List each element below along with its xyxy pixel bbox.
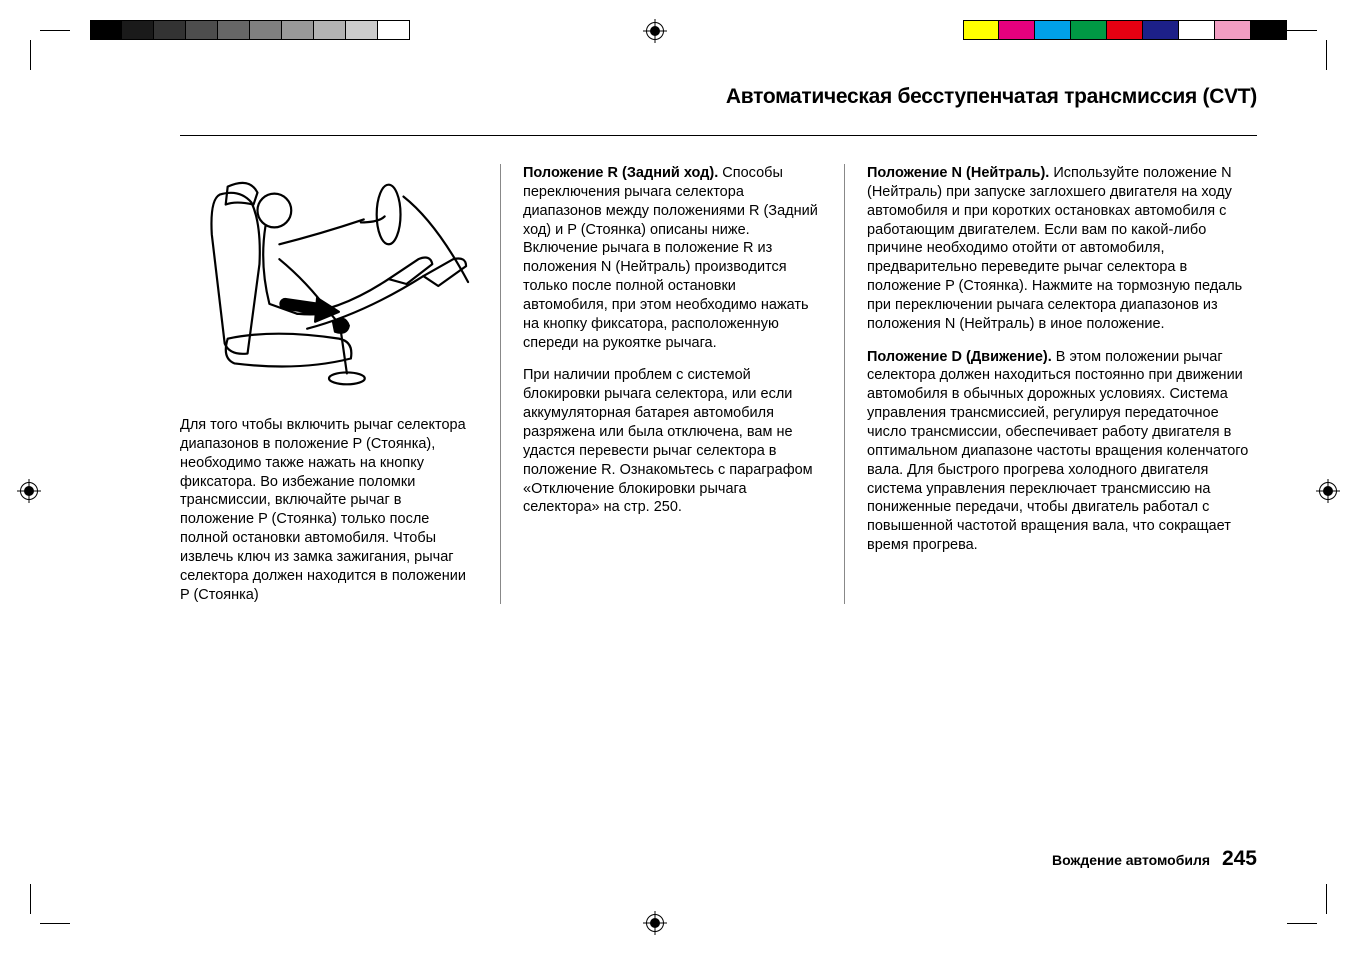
header-rule <box>180 135 1257 136</box>
page-title: Автоматическая бесступенчатая трансмисси… <box>180 85 1257 115</box>
page-footer: Вождение автомобиля 245 <box>1052 847 1257 871</box>
registration-mark-top <box>646 22 664 40</box>
col2-heading-r-rest: Способы переключения рычага селектора ди… <box>523 165 818 351</box>
crop-mark-bl <box>30 894 60 924</box>
col3-paragraph-1: Положение N (Нейтраль). Используйте поло… <box>867 164 1257 334</box>
crop-mark-tl <box>30 30 60 60</box>
color-calibration-bars <box>963 20 1287 40</box>
gray-calibration-squares <box>90 20 410 40</box>
col3-paragraph-2: Положение D (Движение). В этом положении… <box>867 348 1257 555</box>
col2-paragraph-2: При наличии проблем с системой блокировк… <box>523 366 822 517</box>
registration-mark-bottom <box>646 914 664 932</box>
crop-mark-tr <box>1297 30 1327 60</box>
col2-paragraph-1: Положение R (Задний ход). Способы перекл… <box>523 164 822 352</box>
col1-paragraph-1: Для того чтобы включить рычаг селектора … <box>180 416 478 604</box>
print-marks-top <box>0 20 1357 50</box>
col3-heading-n-rest: Используйте положение N (Нейтраль) при з… <box>867 165 1242 332</box>
page-content: Автоматическая бесступенчатая трансмисси… <box>60 55 1297 899</box>
column-2: Положение R (Задний ход). Способы перекл… <box>500 164 845 604</box>
illustration-driver-seat <box>180 164 478 404</box>
col3-heading-d-rest: В этом положении рычаг селектора должен … <box>867 349 1248 553</box>
registration-mark-right <box>1319 482 1337 500</box>
col2-heading-r: Положение R (Задний ход). <box>523 165 718 181</box>
columns: Для того чтобы включить рычаг селектора … <box>180 164 1257 604</box>
col3-heading-n: Положение N (Нейтраль). <box>867 165 1049 181</box>
column-1: Для того чтобы включить рычаг селектора … <box>180 164 500 604</box>
crop-mark-br <box>1297 894 1327 924</box>
col3-heading-d: Положение D (Движение). <box>867 349 1052 365</box>
registration-mark-left <box>20 482 38 500</box>
footer-section: Вождение автомобиля <box>1052 852 1210 868</box>
page-number: 245 <box>1222 847 1257 870</box>
column-3: Положение N (Нейтраль). Используйте поло… <box>845 164 1257 604</box>
